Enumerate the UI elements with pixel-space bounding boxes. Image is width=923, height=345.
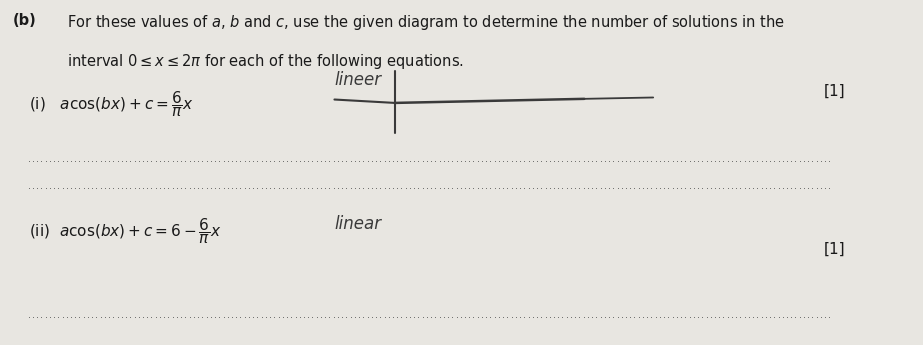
Text: For these values of $a$, $b$ and $c$, use the given diagram to determine the num: For these values of $a$, $b$ and $c$, us… — [67, 13, 785, 32]
Text: linear: linear — [334, 215, 381, 233]
Text: [1]: [1] — [823, 84, 845, 99]
Text: interval $0 \leq x \leq 2\pi$ for each of the following equations.: interval $0 \leq x \leq 2\pi$ for each o… — [67, 52, 464, 71]
Text: [1]: [1] — [823, 242, 845, 257]
Text: lineer: lineer — [334, 71, 381, 89]
Text: (ii)  $a\cos(bx) + c = 6 - \dfrac{6}{\pi}x$: (ii) $a\cos(bx) + c = 6 - \dfrac{6}{\pi}… — [29, 217, 222, 246]
Text: (i)   $a\cos(bx) + c = \dfrac{6}{\pi}x$: (i) $a\cos(bx) + c = \dfrac{6}{\pi}x$ — [29, 89, 194, 119]
Text: (b): (b) — [13, 13, 37, 28]
